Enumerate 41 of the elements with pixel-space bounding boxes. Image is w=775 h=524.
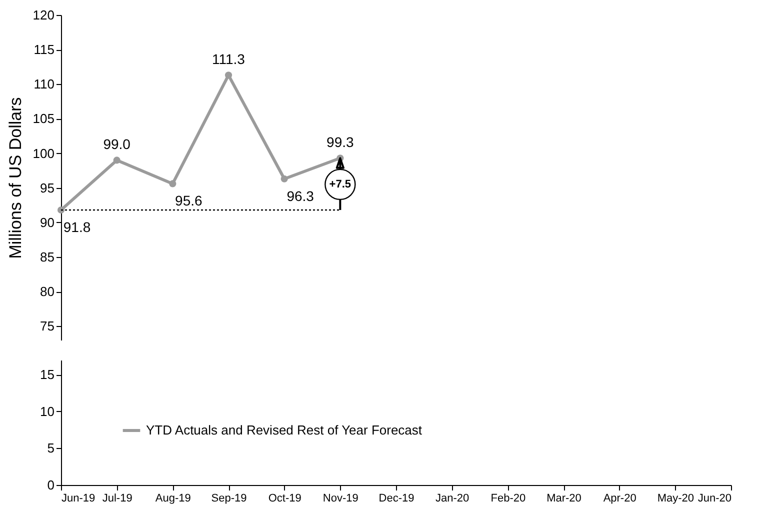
x-tick-label: Mar-20: [546, 492, 582, 504]
x-tick-label: Nov-19: [322, 492, 358, 504]
x-tick-label: Jul-19: [102, 492, 132, 504]
y-tick-label: 15: [40, 367, 54, 382]
y-axis-title: Millions of US Dollars: [6, 97, 25, 259]
text: 91.8: [63, 219, 91, 235]
text: 99.3: [326, 134, 354, 150]
x-tick-label: Dec-19: [378, 492, 414, 504]
y-tick-label: 105: [32, 111, 54, 126]
legend-label: YTD Actuals and Revised Rest of Year Forecast: [146, 422, 422, 438]
x-tick-label: Jan-20: [436, 492, 470, 504]
x-tick-label: Jun-19: [62, 492, 96, 504]
x-tick-label: Oct-19: [268, 492, 302, 504]
annotation: +7.5: [329, 178, 352, 190]
y-tick-label: 5: [47, 440, 54, 456]
point: [169, 180, 176, 188]
x-tick-label: Aug-19: [155, 492, 191, 504]
point: [57, 206, 65, 214]
x-tick-label: Apr-20: [603, 492, 636, 504]
text: 96.3: [286, 188, 314, 204]
y-tick-label: 0: [47, 478, 54, 492]
point: [280, 175, 288, 182]
point: [224, 72, 232, 79]
text: 95.6: [175, 192, 202, 209]
text: 99.0: [103, 136, 130, 152]
y-tick-label: 115: [34, 42, 54, 58]
x-tick-label: Feb-20: [490, 492, 526, 504]
y-tick-label: 80: [40, 284, 54, 300]
y-tick-label: 120: [32, 8, 54, 22]
y-tick-label: 100: [32, 146, 54, 161]
y-tick-label: 85: [40, 250, 54, 265]
point: [113, 156, 120, 164]
text: 111.3: [212, 51, 245, 68]
y-tick-label: 95: [40, 180, 54, 196]
x-tick-label: Sep-19: [211, 492, 247, 504]
y-tick-label: 90: [40, 214, 54, 230]
x-tick-label: Jun-20: [698, 492, 732, 504]
y-tick-label: 75: [40, 318, 54, 334]
y-tick-label: 110: [34, 76, 54, 92]
x-tick-label: May-20: [657, 492, 694, 504]
y-tick-label: 10: [40, 404, 54, 419]
